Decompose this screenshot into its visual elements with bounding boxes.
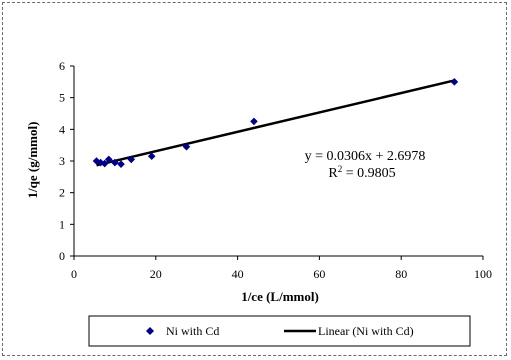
y-tick-label: 0: [59, 249, 65, 263]
x-tick-label: 20: [150, 267, 162, 281]
data-point: [250, 117, 258, 126]
chart-frame: [2, 2, 507, 356]
data-point: [111, 158, 119, 167]
legend: Ni with Cd Linear (Ni with Cd): [88, 315, 471, 347]
data-point: [96, 158, 105, 167]
legend-label-linear: Linear (Ni with Cd): [318, 324, 414, 338]
y-tick-label: 4: [59, 122, 65, 136]
data-point: [450, 78, 459, 86]
data-point: [127, 155, 136, 164]
x-axis-title: 1/ce (L/mmol): [241, 289, 319, 304]
x-tick-label: 80: [395, 267, 407, 281]
x-tick-label: 100: [474, 267, 492, 281]
data-point: [147, 152, 156, 161]
data-point: [104, 155, 113, 164]
y-tick-label: 2: [59, 186, 65, 200]
data-point: [117, 160, 125, 168]
y-axis-title: 1/qe (g/mmol): [25, 122, 40, 199]
y-tick-label: 1: [59, 217, 65, 231]
trendline: [96, 79, 455, 167]
x-tick-label: 60: [313, 267, 325, 281]
x-tick-label: 0: [71, 267, 77, 281]
r-squared-label: R2 = 0.9805: [328, 164, 395, 181]
legend-marker-ni-with-cd: [146, 327, 154, 335]
trendline-equation: y = 0.0306x + 2.6978: [305, 149, 426, 164]
x-tick-label: 40: [232, 267, 244, 281]
y-tick-label: 6: [59, 59, 65, 73]
legend-label-ni-with-cd: Ni with Cd: [166, 324, 219, 338]
y-tick-label: 5: [59, 91, 65, 105]
data-point: [100, 159, 109, 168]
data-point: [182, 142, 191, 151]
y-tick-label: 3: [59, 154, 65, 168]
